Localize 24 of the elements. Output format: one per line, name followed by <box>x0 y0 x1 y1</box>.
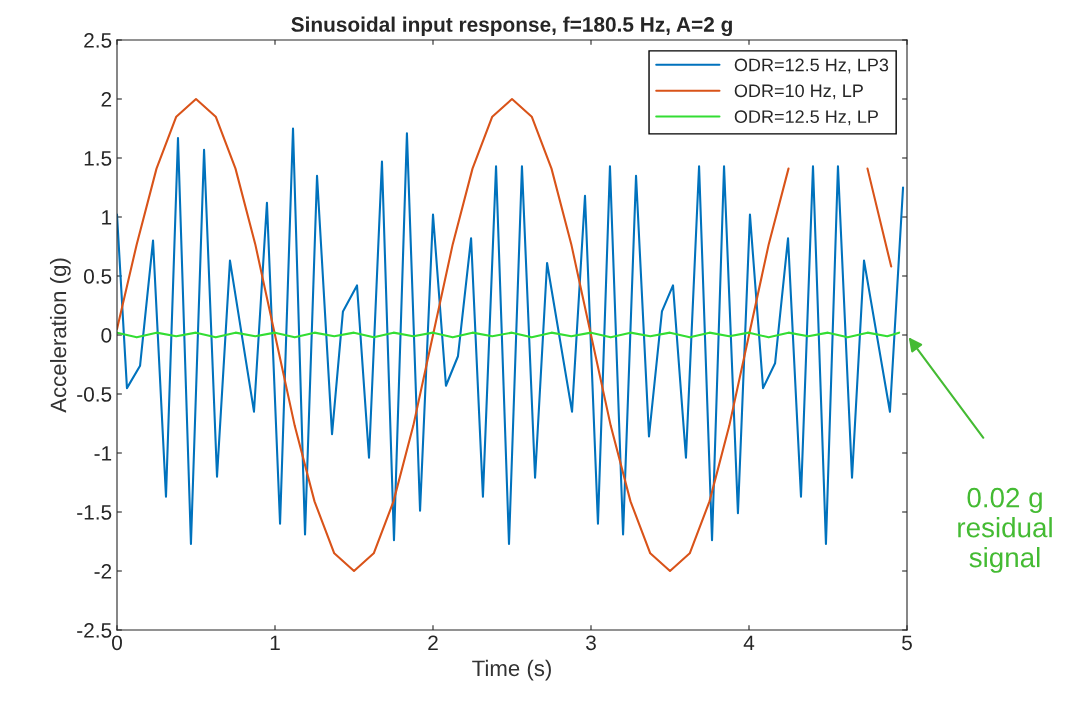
y-axis-title: Acceleration (g) <box>49 258 71 413</box>
x-axis-title: Time (s) <box>472 659 551 681</box>
x-tick-label: 4 <box>743 635 755 650</box>
y-tick-label: -2 <box>94 564 112 579</box>
y-tick-label: 2.5 <box>84 33 112 48</box>
y-tick-label: -1 <box>94 446 112 461</box>
y-tick-label: -1.5 <box>77 505 112 520</box>
x-tick-label: 1 <box>270 635 280 650</box>
y-tick-label: -0.5 <box>77 387 112 402</box>
y-tick-label: 2 <box>101 92 112 107</box>
legend-label: ODR=10 Hz, LP <box>734 84 863 100</box>
y-tick-label: 0.5 <box>83 269 112 284</box>
y-tick-label: 0 <box>101 328 112 343</box>
legend-label: ODR=12.5 Hz, LP <box>734 110 878 126</box>
y-tick-label: 1.5 <box>84 151 112 166</box>
legend-label: ODR=12.5 Hz, LP3 <box>734 58 889 74</box>
x-tick-label: 3 <box>586 635 596 651</box>
chart-title: Sinusoidal input response, f=180.5 Hz, A=2 g <box>291 16 732 37</box>
text: 0.02 g residual signal <box>958 487 1052 573</box>
x-tick-label: 0 <box>112 635 122 651</box>
x-tick-label: 5 <box>902 635 912 651</box>
y-tick-label: -2.5 <box>77 623 112 638</box>
y-tick-label: 1 <box>102 210 112 225</box>
x-tick-label: 2 <box>428 635 438 650</box>
